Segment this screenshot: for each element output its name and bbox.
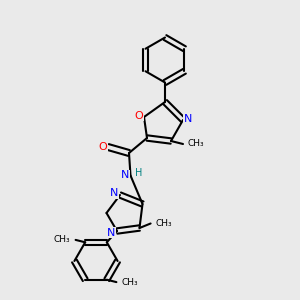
Text: CH₃: CH₃ (156, 219, 172, 228)
Text: O: O (134, 110, 143, 121)
Text: CH₃: CH₃ (188, 140, 204, 148)
Text: N: N (121, 170, 129, 181)
Text: N: N (110, 188, 118, 199)
Text: N: N (184, 113, 193, 124)
Text: CH₃: CH₃ (54, 235, 70, 244)
Text: H: H (135, 167, 142, 178)
Text: O: O (98, 142, 107, 152)
Text: N: N (107, 227, 115, 238)
Text: CH₃: CH₃ (122, 278, 138, 287)
